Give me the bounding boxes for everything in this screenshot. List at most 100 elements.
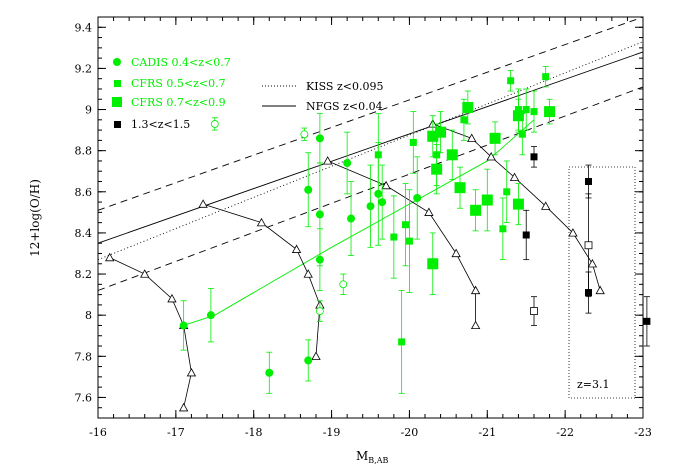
cadis-point	[374, 189, 383, 198]
cfrs-large-point	[427, 130, 439, 142]
cfrs-small-point	[503, 188, 511, 196]
track-triangle	[424, 207, 434, 216]
track-triangle	[322, 156, 333, 165]
legend-label-cfrs-small: CFRS 0.5<z<0.7	[131, 77, 226, 90]
track-triangle	[595, 285, 605, 295]
open-circle-point	[339, 280, 348, 289]
cadis-point	[315, 210, 324, 219]
track-triangle	[509, 172, 520, 182]
cfrs-small-point	[460, 116, 468, 124]
x-tick-label: -21	[478, 426, 496, 439]
cfrs-small-point	[398, 338, 406, 346]
track-triangle	[311, 351, 321, 360]
legend-label-kiss: KISS z<0.095	[306, 80, 383, 93]
axis-ticks: -16 -17 -18 -19 -20 -21 -22 -23 7.6 7.8 8 8.2 8.4 8.6…	[75, 17, 652, 439]
x-tick-label: -20	[401, 426, 419, 439]
x-tick-label: -23	[634, 426, 652, 439]
x-tick-label: -22	[556, 426, 574, 439]
track-triangle	[140, 269, 150, 278]
cfrs-large-point	[446, 149, 458, 161]
cadis-point	[315, 255, 324, 264]
y-tick-label: 8	[85, 309, 92, 322]
track-triangle	[568, 228, 578, 237]
cfrs-small-point	[405, 237, 413, 245]
y-tick-label: 8.8	[75, 145, 93, 158]
cfrs-large-point	[427, 258, 439, 270]
highz-point	[643, 317, 651, 325]
y-tick-label: 9	[85, 104, 92, 117]
open-circle-point	[315, 307, 324, 315]
line-cadis_trend	[183, 119, 535, 326]
cadis-point	[304, 356, 313, 365]
cfrs-large-point	[481, 194, 493, 206]
highz-point	[522, 231, 530, 239]
track-triangle	[104, 252, 115, 262]
x-tick-label: -17	[167, 426, 185, 439]
track-0	[109, 257, 192, 408]
line-nfgs	[97, 51, 644, 244]
legend-marker-cfrs-small	[114, 80, 121, 87]
track-triangle	[470, 320, 481, 330]
cfrs-large-point	[435, 126, 447, 138]
cfrs-small-point	[514, 106, 522, 114]
legend-label-cfrs-large: CFRS 0.7<z<0.9	[131, 96, 226, 109]
z31-annotation: z=3.1	[577, 378, 610, 391]
y-tick-label: 9.4	[75, 21, 93, 34]
track-triangle	[381, 180, 391, 190]
legend-marker-cfrs-large	[112, 97, 122, 107]
plot-frame	[97, 16, 644, 419]
legend-marker-cadis	[113, 58, 121, 66]
cfrs-large-point	[462, 101, 474, 113]
x-tick-label: -18	[245, 426, 263, 439]
open-circle-point	[300, 130, 309, 139]
y-tick-label: 9.2	[75, 62, 93, 75]
cadis-point	[265, 368, 274, 377]
legend-right: KISS z<0.095 NFGS z<0.04	[262, 80, 383, 113]
track-triangle	[167, 293, 177, 303]
y-tick-label: 8.4	[75, 227, 93, 240]
highz-open-point	[584, 241, 593, 250]
track-triangle	[198, 199, 208, 208]
x-tick-label: -16	[89, 426, 107, 439]
cadis-point	[378, 198, 387, 207]
cfrs-small-point	[402, 221, 410, 229]
highz-point	[585, 289, 592, 297]
x-axis-label-main: M	[356, 449, 368, 463]
cfrs-large-point	[512, 198, 524, 210]
cadis-point	[366, 202, 375, 211]
track-triangle	[186, 367, 197, 377]
track-triangle	[178, 402, 189, 412]
y-axis-label: 12+log(O/H)	[28, 179, 42, 257]
track-2	[327, 160, 477, 326]
cadis-point	[315, 134, 324, 143]
cfrs-small-point	[374, 151, 382, 159]
y-tick-label: 7.8	[75, 350, 93, 363]
data-points	[179, 73, 651, 377]
track-triangle	[587, 258, 598, 268]
cfrs-small-point	[433, 151, 441, 159]
cfrs-large-point	[454, 182, 466, 194]
cfrs-small-point	[530, 108, 538, 116]
track-triangle	[303, 269, 313, 278]
legend-label-highz: 1.3<z<1.5	[131, 118, 190, 131]
line-upper	[97, 16, 644, 211]
y-tick-label: 7.6	[75, 391, 93, 404]
x-axis-label-sub: B,AB	[368, 456, 388, 465]
track-triangle	[291, 244, 302, 253]
cadis-point	[304, 185, 313, 194]
cfrs-large-point	[431, 163, 443, 175]
cfrs-large-point	[544, 106, 556, 118]
legend-marker-highz	[114, 121, 121, 128]
error-bars	[180, 65, 650, 394]
cadis-point	[347, 214, 356, 223]
track-1	[202, 203, 321, 357]
track-triangle	[467, 133, 477, 142]
open-circle-point	[210, 120, 219, 128]
cfrs-small-point	[390, 233, 398, 241]
cfrs-small-point	[542, 73, 550, 81]
legend-left: CADIS 0.4<z<0.7 CFRS 0.5<z<0.7 CFRS 0.7<…	[112, 56, 231, 131]
cfrs-small-point	[507, 77, 515, 85]
legend-label-cadis: CADIS 0.4<z<0.7	[131, 56, 231, 69]
legend-label-nfgs: NFGS z<0.04	[306, 100, 383, 113]
